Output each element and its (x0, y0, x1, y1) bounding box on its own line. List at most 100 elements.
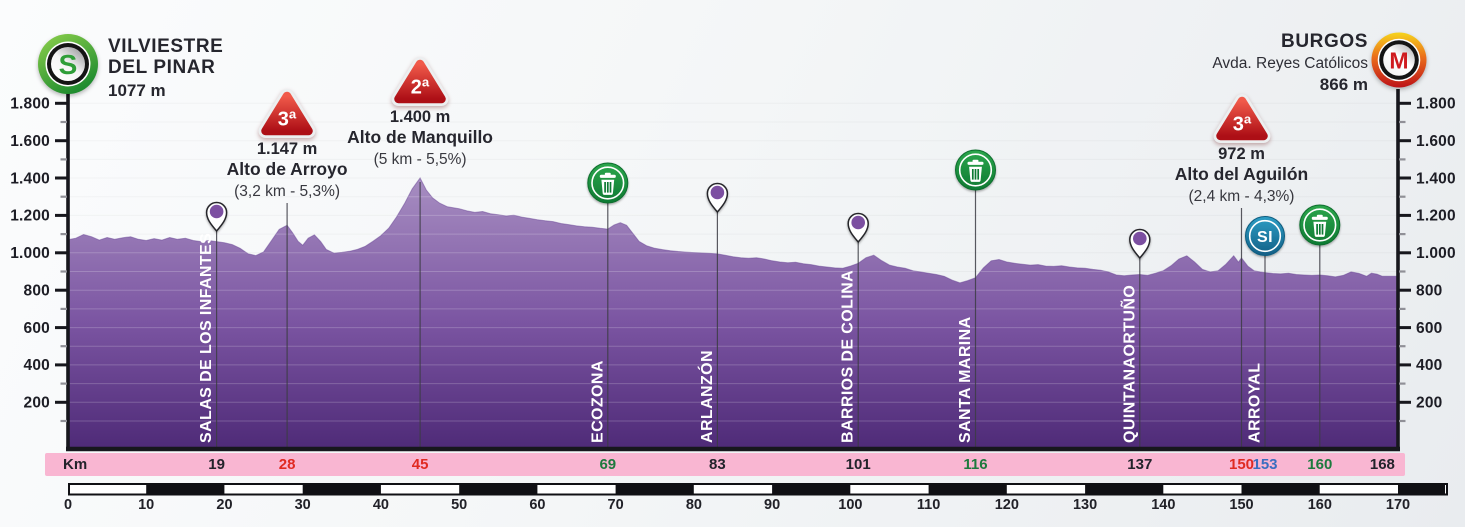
scale-tick-label: 20 (216, 497, 233, 513)
y-axis-label: 600 (24, 320, 50, 337)
km-marker: 168 (1369, 456, 1395, 473)
y-axis-label: 600 (1416, 320, 1442, 337)
km-bar: Km 19 28 45 69 83 101 116 137 150 153 160 168 (45, 453, 1405, 476)
town-pin-icon (706, 182, 729, 214)
y-axis-label: 1.600 (1416, 133, 1456, 150)
km-marker: 101 (845, 456, 871, 473)
finish-name: BURGOS (1281, 31, 1368, 52)
scale-tick-label: 100 (838, 497, 863, 513)
scale-tick-label: 30 (294, 497, 311, 513)
y-axis-label: 1.200 (10, 208, 50, 225)
waypoint-label: SALAS DE LOS INFANTES (198, 233, 215, 443)
scale-tick-label: 140 (1151, 497, 1176, 513)
scale-tick-label: 10 (138, 497, 155, 513)
scale-tick-label: 80 (685, 497, 702, 513)
scale-bar-segment (459, 485, 538, 494)
climb-stats: (3,2 km - 5,3%) (234, 183, 341, 200)
y-axis-label: 200 (24, 395, 50, 412)
km-marker: 160 (1307, 456, 1333, 473)
km-marker: 150 (1228, 456, 1255, 473)
y-axis-label: 1.800 (10, 96, 50, 113)
sprint-badge-text: SI (1257, 229, 1273, 246)
km-marker: 83 (709, 456, 726, 473)
waypoint-label: BARRIOS DE COLINA (840, 270, 857, 443)
finish-icon: M (1371, 32, 1427, 88)
climb-category-icon: 3ª (258, 89, 316, 138)
y-axis-label: 1.600 (10, 133, 50, 150)
start-name-line2: DEL PINAR (108, 57, 216, 78)
km-marker: 45 (411, 456, 429, 473)
scale-tick-label: 130 (1072, 497, 1098, 513)
finish-elevation: 866 m (1319, 75, 1368, 94)
scale-bar-segment (772, 485, 851, 494)
waypoint-label: ARROYAL (1247, 363, 1264, 443)
y-axis-label: 1.800 (1416, 96, 1456, 113)
start-name: VILVIESTRE DEL PINAR (108, 36, 223, 78)
climb-category-icon: 2ª (391, 57, 449, 106)
scale-tick-label: 170 (1385, 497, 1411, 513)
elevation-profile-area (67, 177, 1399, 449)
climb-altitude: 1.147 m (256, 140, 318, 158)
scale-tick-label: 50 (451, 497, 468, 513)
km-marker: 69 (599, 456, 617, 473)
town-pin-icon (1129, 228, 1151, 260)
y-axis-label: 400 (24, 357, 50, 374)
scale-tick-label: 160 (1307, 497, 1332, 513)
climb-label: 3ª 972 m Alto del Aguilón (2,4 km - 4,3%… (1127, 93, 1357, 206)
climb-label: 3ª 1.147 m Alto de Arroyo (3,2 km - 5,3%… (172, 88, 402, 201)
climb-category-text: 3ª (1232, 114, 1251, 136)
km-marker: 153 (1252, 456, 1278, 473)
waypoint-label: SANTA MARINA (957, 316, 974, 443)
climb-category-icon: 3ª (1213, 94, 1270, 143)
y-axis-label: 1.000 (10, 245, 50, 262)
climb-name: Alto del Aguilón (1174, 164, 1309, 184)
climb-stats: (5 km - 5,5%) (373, 151, 467, 168)
start-location: VILVIESTRE DEL PINAR 1077 m (108, 36, 223, 101)
litter-zone-icon (587, 162, 629, 204)
town-pin-icon (205, 201, 228, 233)
y-axis-label: 800 (1416, 283, 1442, 300)
scale-tick-label: 120 (994, 497, 1019, 513)
finish-location: BURGOS Avda. Reyes Católicos 866 m (1212, 31, 1368, 95)
climb-label: 2ª 1.400 m Alto de Manquillo (5 km - 5,5… (305, 56, 535, 169)
km-bar-caption: Km (63, 456, 88, 473)
climb-name: Alto de Manquillo (347, 127, 493, 147)
km-marker: 19 (208, 456, 225, 473)
town-pin-icon (847, 212, 869, 244)
scale-bar-segment (615, 485, 694, 494)
start-name-line1: VILVIESTRE (108, 36, 224, 57)
climb-stats: (2,4 km - 4,3%) (1188, 188, 1295, 205)
scale-tick-label: 90 (764, 497, 781, 513)
km-marker: 116 (963, 456, 988, 473)
scale-tick-label: 70 (607, 497, 624, 513)
climb-name: Alto de Arroyo (226, 159, 348, 179)
y-axis-label: 1.400 (10, 170, 50, 187)
distance-scale-labels: 0 10 20 30 40 50 60 70 80 90 100 110 120 130 140 150 160… (0, 497, 1465, 515)
scale-bar-segment (146, 485, 225, 494)
start-letter: S (59, 49, 78, 80)
scale-bar-segment (1241, 485, 1320, 494)
climb-category-text: 3ª (278, 109, 297, 131)
climb-category-text: 2ª (411, 77, 430, 99)
scale-tick-label: 110 (916, 497, 941, 513)
km-marker: 28 (278, 456, 296, 473)
km-marker: 137 (1127, 456, 1153, 473)
y-axis-label: 1.400 (1416, 170, 1456, 187)
y-axis-label: 400 (1416, 357, 1442, 374)
scale-bar-segment (302, 485, 381, 494)
waypoint-label: ECOZONA (589, 360, 606, 443)
scale-bar-segment (928, 485, 1007, 494)
climb-altitude: 1.400 m (389, 108, 451, 126)
distance-scale-bar (68, 483, 1448, 496)
finish-address: Avda. Reyes Católicos (1212, 55, 1368, 72)
waypoint-label: ARLANZÓN (697, 350, 716, 443)
intermediate-sprint-icon: SI (1245, 216, 1285, 256)
y-axis-label: 1.000 (1416, 245, 1456, 262)
litter-zone-icon (955, 149, 996, 191)
scale-tick-label: 0 (63, 497, 73, 513)
climb-altitude: 972 m (1218, 145, 1265, 163)
scale-tick-label: 150 (1229, 497, 1254, 513)
scale-bar-segment (1085, 485, 1164, 494)
